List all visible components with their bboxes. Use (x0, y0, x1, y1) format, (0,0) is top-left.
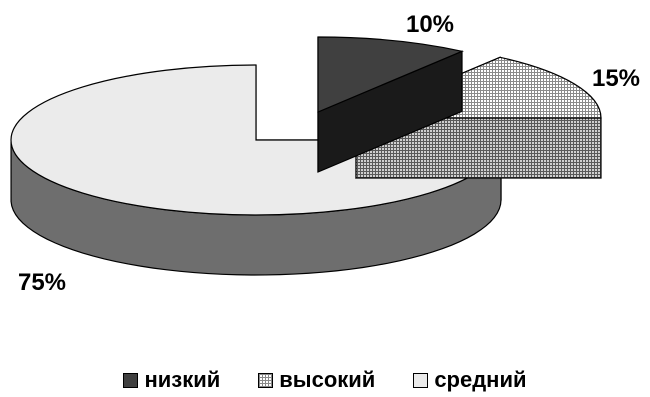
pie-chart: 10% 15% 75% (10, 11, 640, 296)
legend-swatch-low (123, 372, 139, 388)
legend-label-low: низкий (144, 367, 221, 392)
legend-swatch-high (258, 372, 274, 388)
slice-top-low (317, 36, 464, 113)
data-label-medium: 75% (18, 269, 66, 296)
legend-item-low: низкий (123, 367, 220, 393)
pie-data-labels: 10% 15% 75% (18, 11, 640, 296)
legend-label-medium: средний (434, 367, 527, 392)
legend-label-high: высокий (279, 367, 376, 392)
pie-slice-low (317, 36, 464, 173)
legend-swatch-medium (413, 372, 429, 388)
data-label-high: 15% (592, 65, 640, 92)
legend-item-high: высокий (258, 367, 375, 393)
pie-slices (10, 36, 602, 276)
data-label-low: 10% (406, 11, 454, 38)
legend-item-medium: средний (413, 367, 527, 393)
legend: низкий высокий средний (0, 366, 650, 394)
